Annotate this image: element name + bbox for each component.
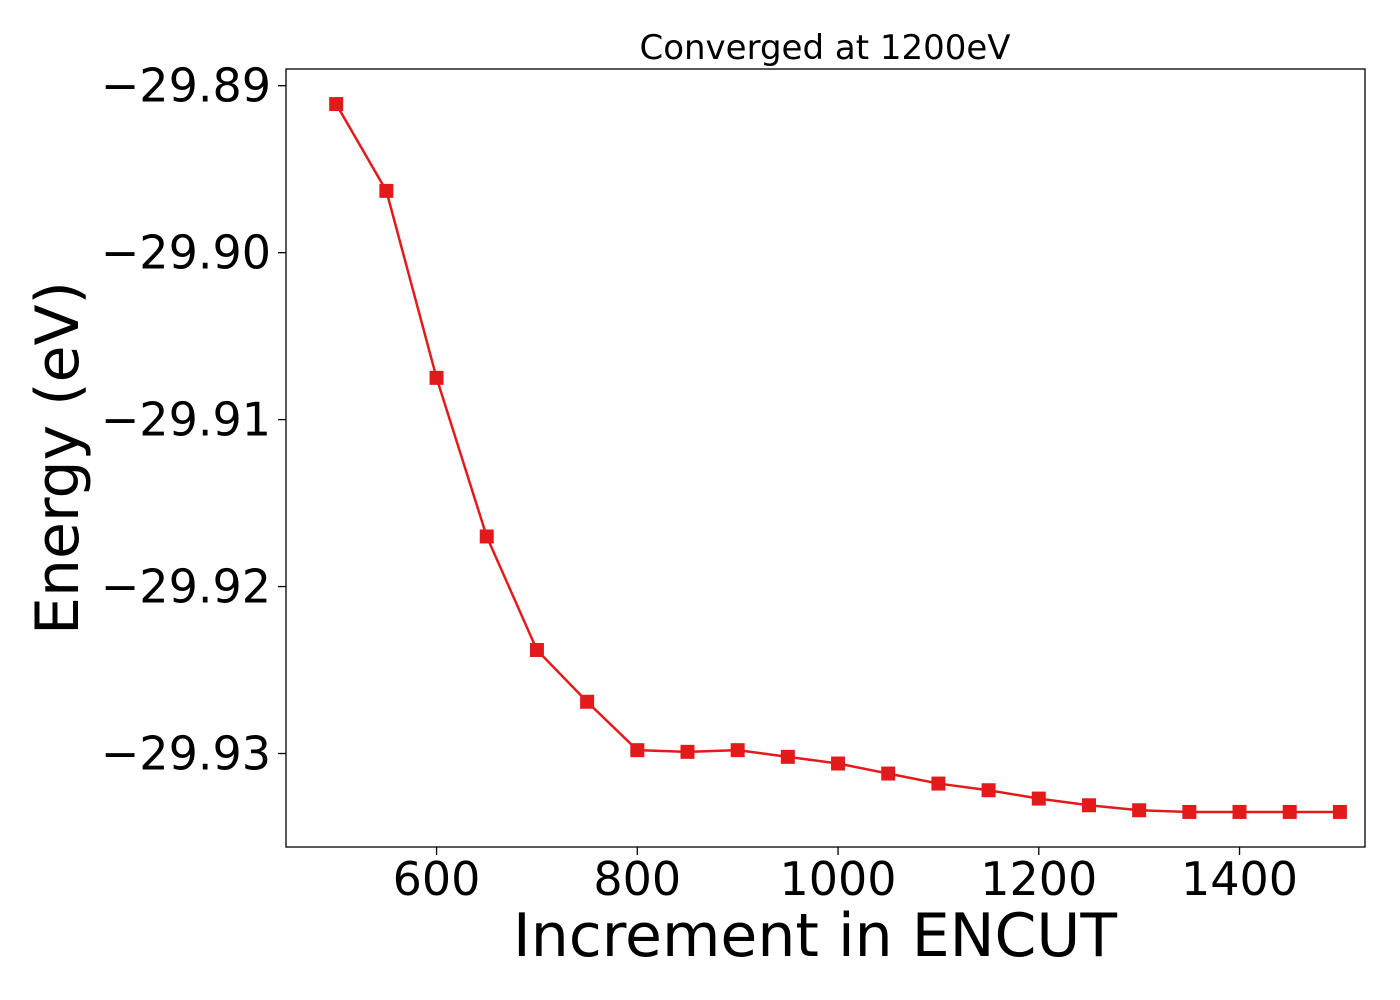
data-point (379, 183, 394, 198)
x-tick-label: 600 (393, 852, 481, 906)
data-point (529, 642, 544, 657)
y-tick-label: −29.90 (101, 226, 271, 280)
data-point (730, 743, 745, 758)
x-tick-label: 1400 (1181, 852, 1298, 906)
data-point (680, 744, 695, 759)
data-point (881, 766, 896, 781)
data-point (1282, 804, 1297, 819)
data-point (831, 756, 846, 771)
data-point (931, 776, 946, 791)
data-point (981, 783, 996, 798)
data-point (329, 97, 344, 112)
x-tick-label: 800 (593, 852, 681, 906)
plot-frame (285, 68, 1366, 848)
data-point (1232, 804, 1247, 819)
y-tick-label: −29.91 (101, 393, 271, 447)
data-point (1332, 804, 1347, 819)
data-point (780, 749, 795, 764)
chart-title: Converged at 1200eV (639, 28, 1010, 68)
y-tick-label: −29.89 (101, 59, 271, 113)
y-axis: −29.89 −29.90 −29.91 −29.92 −29.93 (101, 59, 286, 781)
x-axis: 600 800 1000 1200 1400 (393, 847, 1298, 906)
y-tick-label: −29.93 (101, 727, 271, 781)
x-tick-label: 1000 (780, 852, 897, 906)
data-point (580, 694, 595, 709)
series-line (335, 103, 1340, 814)
data-point (630, 743, 645, 758)
data-point (479, 529, 494, 544)
data-point (1132, 803, 1147, 818)
plot-area (329, 97, 1347, 819)
data-point (429, 370, 444, 385)
data-point (1031, 791, 1046, 806)
data-point (1081, 798, 1096, 813)
y-axis-label: Energy (eV) (23, 281, 93, 635)
y-tick-label: −29.92 (101, 560, 271, 614)
x-tick-label: 1200 (980, 852, 1097, 906)
data-point (1182, 804, 1197, 819)
x-axis-label: Increment in ENCUT (513, 901, 1117, 971)
